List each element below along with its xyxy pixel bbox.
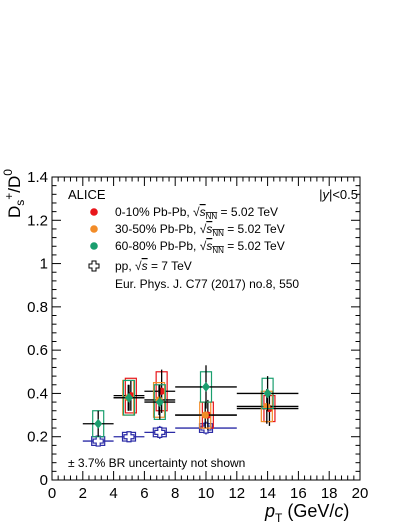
- y-tick-label: 0.2: [27, 429, 48, 446]
- x-tick-label: 14: [259, 485, 276, 502]
- data-point: [94, 418, 103, 429]
- legend-entry-pp: pp, √s = 7 TeV: [88, 259, 192, 273]
- br-uncertainty-note: ± 3.7% BR uncertainty not shown: [68, 456, 245, 470]
- x-tick-label: 20: [352, 485, 369, 502]
- data-point: [123, 431, 135, 443]
- data-point: [155, 397, 164, 408]
- experiment-label: ALICE: [68, 187, 106, 202]
- legend-label-60-80: 60-80% Pb-Pb, √sNN = 5.02 TeV: [115, 239, 285, 255]
- y-tick-label: 0.8: [27, 299, 48, 316]
- legend-marker-0-10: [90, 208, 98, 216]
- legend-label-0-10: 0-10% Pb-Pb, √sNN = 5.02 TeV: [115, 205, 278, 221]
- legend-entry-30-50: 30-50% Pb-Pb, √sNN = 5.02 TeV: [90, 222, 285, 238]
- y-tick-label: 1.2: [27, 212, 48, 229]
- y-tick-label: 1.4: [27, 169, 48, 186]
- y-axis-label: Ds+/D0: [1, 169, 27, 218]
- x-tick-label: 16: [290, 485, 307, 502]
- y-tick-label: 0.4: [27, 385, 48, 402]
- data-point: [201, 411, 209, 419]
- rapidity-label: |y|<0.5: [319, 187, 358, 202]
- x-tick-label: 0: [48, 485, 56, 502]
- x-tick-label: 2: [79, 485, 87, 502]
- x-axis-label: pT (GeV/c): [264, 501, 349, 525]
- legend-marker-60-80: [90, 242, 98, 250]
- x-tick-label: 10: [198, 485, 215, 502]
- x-tick-label: 18: [321, 485, 338, 502]
- x-tick-label: 6: [140, 485, 148, 502]
- data-series: [82, 365, 299, 447]
- legend-entry-0-10: 0-10% Pb-Pb, √sNN = 5.02 TeV: [90, 205, 278, 221]
- legend-marker-pp: [88, 260, 100, 272]
- x-tick-label: 8: [171, 485, 179, 502]
- legend-label-30-50: 30-50% Pb-Pb, √sNN = 5.02 TeV: [115, 222, 285, 238]
- legend-entry-60-80: 60-80% Pb-Pb, √sNN = 5.02 TeV: [90, 239, 285, 255]
- legend-label-pp: pp, √s = 7 TeV: [115, 259, 192, 273]
- legend: 0-10% Pb-Pb, √sNN = 5.02 TeV 30-50% Pb-P…: [88, 205, 299, 291]
- x-tick-label: 12: [228, 485, 245, 502]
- data-point: [154, 426, 166, 438]
- legend-marker-30-50: [90, 225, 98, 233]
- series-2: [82, 365, 299, 438]
- data-point: [202, 381, 210, 392]
- y-tick-label: 0.6: [27, 342, 48, 359]
- y-tick-label: 1: [40, 256, 48, 273]
- data-point: [125, 392, 133, 403]
- y-tick-label: 0: [40, 472, 48, 489]
- data-point: [92, 435, 104, 447]
- x-tick-label: 4: [109, 485, 117, 502]
- axis-tick-labels: 0 2 4 6 8 10 12 14 16 18 20 0 0.2 0.4 0.6 0.8 1 1.2 1.4: [27, 169, 368, 502]
- axis-ticks: [51, 176, 361, 481]
- data-point: [263, 388, 272, 399]
- reference-text: Eur. Phys. J. C77 (2017) no.8, 550: [115, 277, 299, 291]
